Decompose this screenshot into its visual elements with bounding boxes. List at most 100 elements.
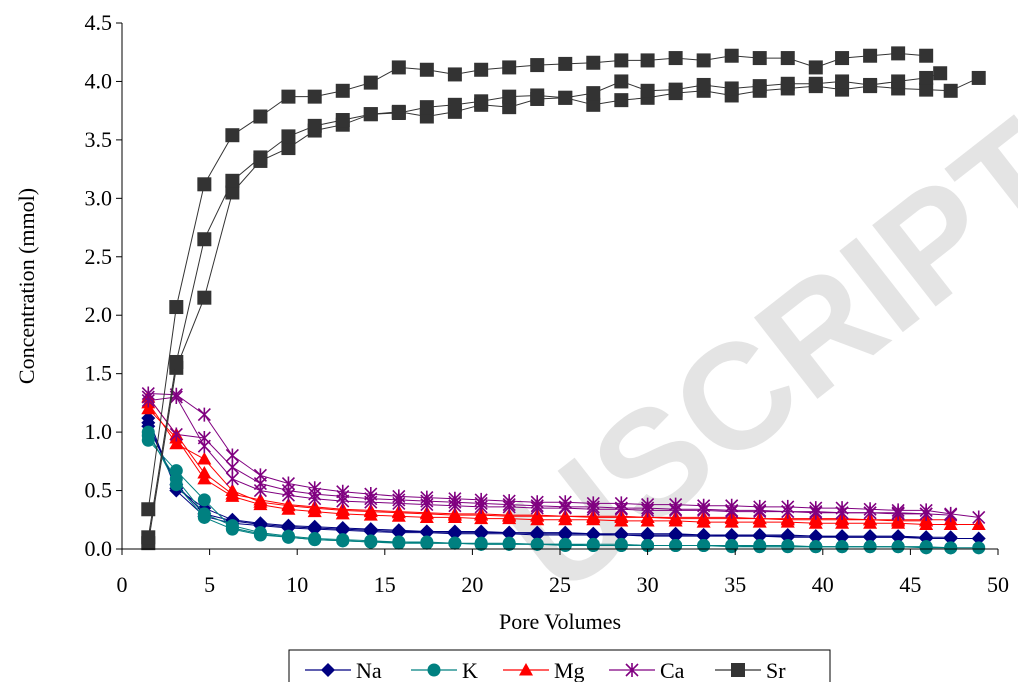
legend-marker-sr [731, 663, 745, 677]
data-point-mg [447, 506, 462, 520]
data-point-sr [391, 60, 406, 75]
data-point-ca [364, 495, 378, 510]
series-k [141, 425, 986, 555]
data-point-k [253, 528, 267, 542]
data-point-sr [752, 79, 767, 94]
data-point-k [944, 541, 958, 555]
data-point-na [363, 522, 378, 537]
data-point-ca [197, 407, 211, 422]
data-point-ca [502, 499, 516, 514]
data-point-sr [474, 94, 489, 109]
data-point-sr [141, 530, 156, 545]
data-point-sr [225, 173, 240, 188]
data-point-ca [448, 498, 462, 513]
data-point-sr [586, 86, 601, 101]
data-point-ca [863, 505, 877, 520]
x-tick-label: 45 [899, 572, 921, 597]
data-point-sr [780, 76, 795, 91]
data-point-sr [891, 46, 906, 61]
data-point-sr [752, 51, 767, 66]
x-axis-title: Pore Volumes [499, 609, 621, 634]
data-point-k [669, 538, 683, 552]
data-point-sr [141, 502, 156, 517]
data-point-ca [919, 506, 933, 521]
data-point-k [502, 537, 516, 551]
data-point-ca [781, 504, 795, 519]
data-point-k [725, 540, 739, 554]
data-point-k [474, 537, 488, 551]
data-point-sr [668, 51, 683, 66]
data-point-sr [419, 100, 434, 115]
x-tick-label: 10 [286, 572, 308, 597]
data-point-sr [502, 60, 517, 75]
data-point-ca [614, 502, 628, 517]
data-point-ca [253, 483, 267, 498]
data-point-ca [197, 439, 211, 454]
data-point-na [835, 529, 850, 544]
data-point-mg [391, 504, 406, 518]
legend-item-sr: Sr [715, 658, 786, 682]
data-point-mg [253, 492, 268, 506]
data-point-sr [391, 106, 406, 121]
data-point-k [336, 534, 350, 548]
x-tick-label: 50 [987, 572, 1009, 597]
data-point-sr [169, 300, 184, 315]
data-point-k [530, 537, 544, 551]
data-point-ca [586, 502, 600, 517]
data-point-sr [502, 100, 517, 115]
data-point-sr [586, 55, 601, 70]
data-point-sr [863, 77, 878, 92]
data-point-mg [419, 505, 434, 519]
data-point-sr [558, 90, 573, 105]
legend-item-na: Na [305, 658, 382, 682]
data-point-na [530, 525, 545, 540]
data-point-k [364, 535, 378, 549]
data-point-mg [363, 503, 378, 516]
series-line-mg-3 [147, 396, 951, 521]
data-point-k [281, 530, 295, 544]
data-point-na [891, 529, 906, 544]
data-point-sr [780, 51, 795, 66]
data-point-sr [502, 89, 517, 104]
data-point-mg [307, 499, 322, 513]
data-point-sr [253, 150, 268, 165]
data-point-sr [808, 60, 823, 75]
data-point-k [863, 540, 877, 554]
y-tick-label: 4.5 [85, 10, 113, 35]
x-tick-label: 0 [117, 572, 128, 597]
data-point-na [558, 525, 573, 540]
data-point-k [809, 540, 823, 554]
legend-label: K [462, 658, 478, 682]
x-tick-label: 15 [374, 572, 396, 597]
axes: 0.0 0.5 1.0 1.5 2.0 2.5 3.0 3.5 4.0 4.5 0 5 10 15 20 25… [14, 10, 1009, 634]
data-point-k [753, 540, 767, 554]
data-point-sr [614, 53, 629, 68]
data-point-na [335, 520, 350, 535]
data-point-ca [809, 505, 823, 520]
data-point-ca [891, 506, 905, 521]
legend-label: Sr [766, 658, 786, 682]
data-point-sr [335, 83, 350, 98]
data-point-sr [640, 53, 655, 68]
legend-marker-na [321, 663, 335, 677]
data-point-ca [972, 510, 986, 525]
data-point-sr [919, 82, 934, 97]
data-point-k [169, 478, 183, 492]
data-point-sr [919, 48, 934, 63]
legend-marker-mg [519, 663, 533, 676]
data-point-k [614, 538, 628, 552]
y-tick-label: 0.5 [85, 478, 113, 503]
y-tick-label: 4.0 [85, 68, 113, 93]
data-point-sr [253, 109, 268, 124]
data-point-ca [697, 503, 711, 518]
data-point-ca [225, 448, 239, 463]
data-point-sr [530, 58, 545, 73]
legend-item-k: K [411, 658, 478, 682]
data-point-sr [640, 83, 655, 98]
data-point-na [640, 526, 655, 541]
data-point-sr [808, 76, 823, 91]
data-point-ca [944, 508, 958, 523]
data-point-sr [419, 62, 434, 77]
data-point-sr [281, 141, 296, 156]
y-tick-label: 3.5 [85, 127, 113, 152]
